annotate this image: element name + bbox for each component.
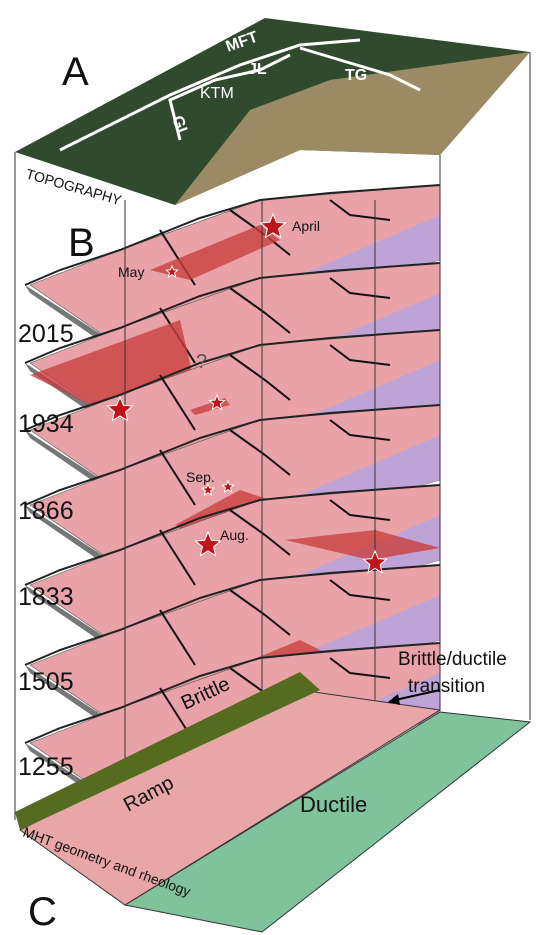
year-label: 1833	[18, 583, 74, 611]
transition-label: transition	[408, 676, 485, 697]
panel-label: A	[62, 50, 89, 94]
year-label: 1255	[18, 753, 74, 781]
year-label: 1866	[18, 497, 74, 525]
block-diagram: A B C MFT GL KTM JL TG TOPOGRAPHY April …	[0, 0, 542, 935]
panel-label: B	[68, 221, 95, 265]
event-label: May	[118, 264, 144, 280]
panel-label: C	[28, 890, 57, 934]
event-label: ?	[196, 351, 207, 373]
fault-label: JL	[248, 61, 267, 78]
transition-label: Brittle/ductile	[398, 649, 507, 670]
fault-label: TG	[345, 67, 367, 84]
event-label: Sep.	[186, 469, 215, 485]
year-label: 2015	[18, 320, 74, 348]
year-label: 1934	[18, 410, 74, 438]
year-label: 1505	[18, 668, 74, 696]
event-label: April	[292, 218, 320, 234]
ductile-label: Ductile	[300, 792, 367, 817]
fault-label: KTM	[200, 85, 234, 102]
event-label: Aug.	[220, 527, 249, 543]
